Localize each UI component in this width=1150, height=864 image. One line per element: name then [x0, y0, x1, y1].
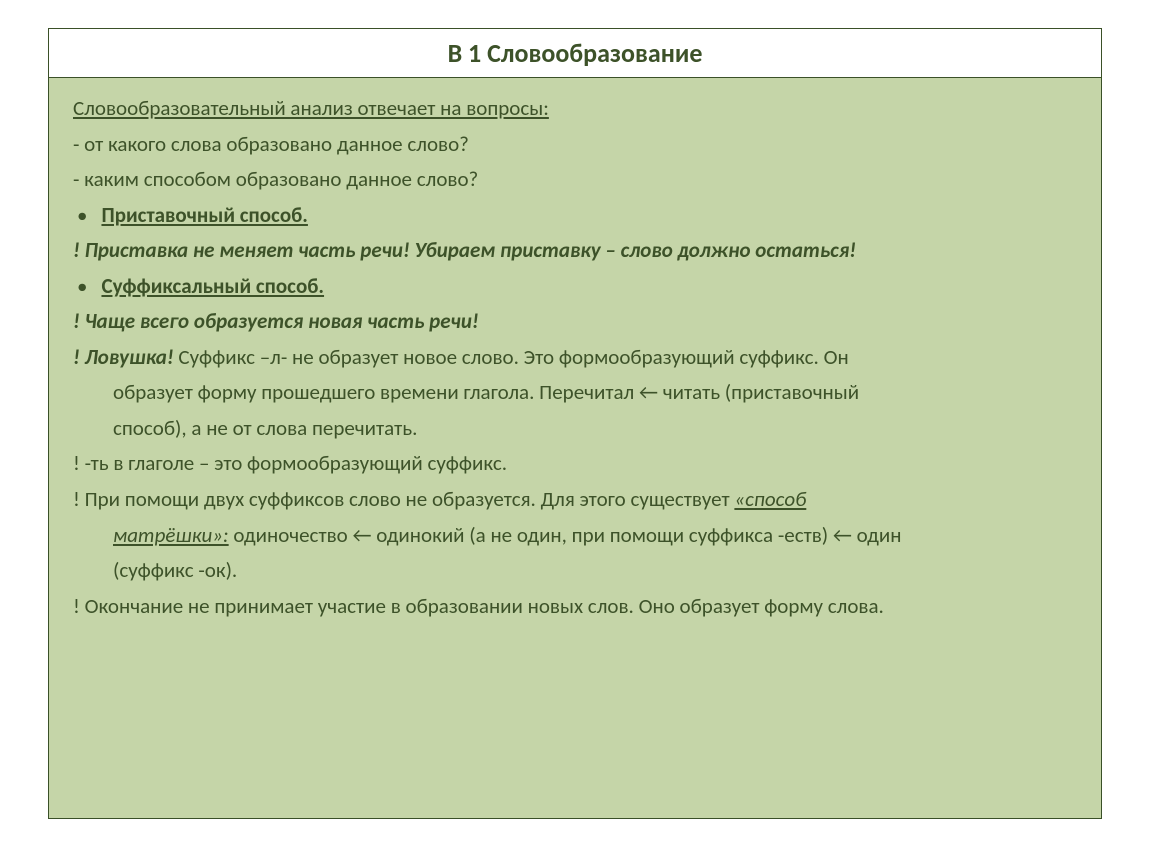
matr-1b: «способ — [734, 486, 806, 512]
slide-title: В 1 Словообразование — [49, 37, 1101, 69]
matryoshka-line-2: матрёшки»: одиночество ← одинокий (а не … — [73, 519, 1077, 552]
warning-1: ! Приставка не меняет часть речи! Убирае… — [73, 234, 1077, 267]
bullet-2-text: Суффиксальный способ. — [101, 270, 324, 303]
matr-2b: одиночество ← одинокий (а не один, при п… — [229, 522, 902, 548]
note-tb: ! -ть в глаголе – это формообразующий су… — [73, 447, 1077, 480]
trap-label: ! Ловушка! — [73, 344, 174, 370]
trap-text-3: способ), а не от слова перечитать. — [73, 412, 1077, 445]
ending-note: ! Окончание не принимает участие в образ… — [73, 590, 1077, 623]
trap-block: ! Ловушка! Суффикс –л- не образует новое… — [73, 341, 1077, 374]
bullet-dot-icon: • — [77, 199, 87, 232]
intro-line: Словообразовательный анализ отвечает на … — [73, 92, 1077, 125]
question-1: - от какого слова образовано данное слов… — [73, 128, 1077, 161]
matr-2a: матрёшки»: — [113, 522, 229, 548]
warning-2: ! Чаще всего образуется новая часть речи… — [73, 305, 1077, 338]
bullet-dot-icon: • — [77, 270, 87, 303]
bullet-row-1: • Приставочный способ. — [73, 199, 1077, 235]
matryoshka-line-3: (суффикс -ок). — [73, 554, 1077, 587]
trap-text-1: Суффикс –л- не образует новое слово. Это… — [174, 344, 849, 370]
title-bar: В 1 Словообразование — [49, 29, 1101, 78]
trap-text-2: образует форму прошедшего времени глагол… — [73, 376, 1077, 409]
bullet-row-2: • Суффиксальный способ. — [73, 270, 1077, 306]
question-2: - каким способом образовано данное слово… — [73, 163, 1077, 196]
body-panel: Словообразовательный анализ отвечает на … — [49, 78, 1101, 818]
bullet-1-text: Приставочный способ. — [101, 199, 307, 232]
matr-1a: ! При помощи двух суффиксов слово не обр… — [73, 486, 734, 512]
matryoshka-line-1: ! При помощи двух суффиксов слово не обр… — [73, 483, 1077, 516]
slide-frame: В 1 Словообразование Словообразовательны… — [48, 28, 1102, 819]
